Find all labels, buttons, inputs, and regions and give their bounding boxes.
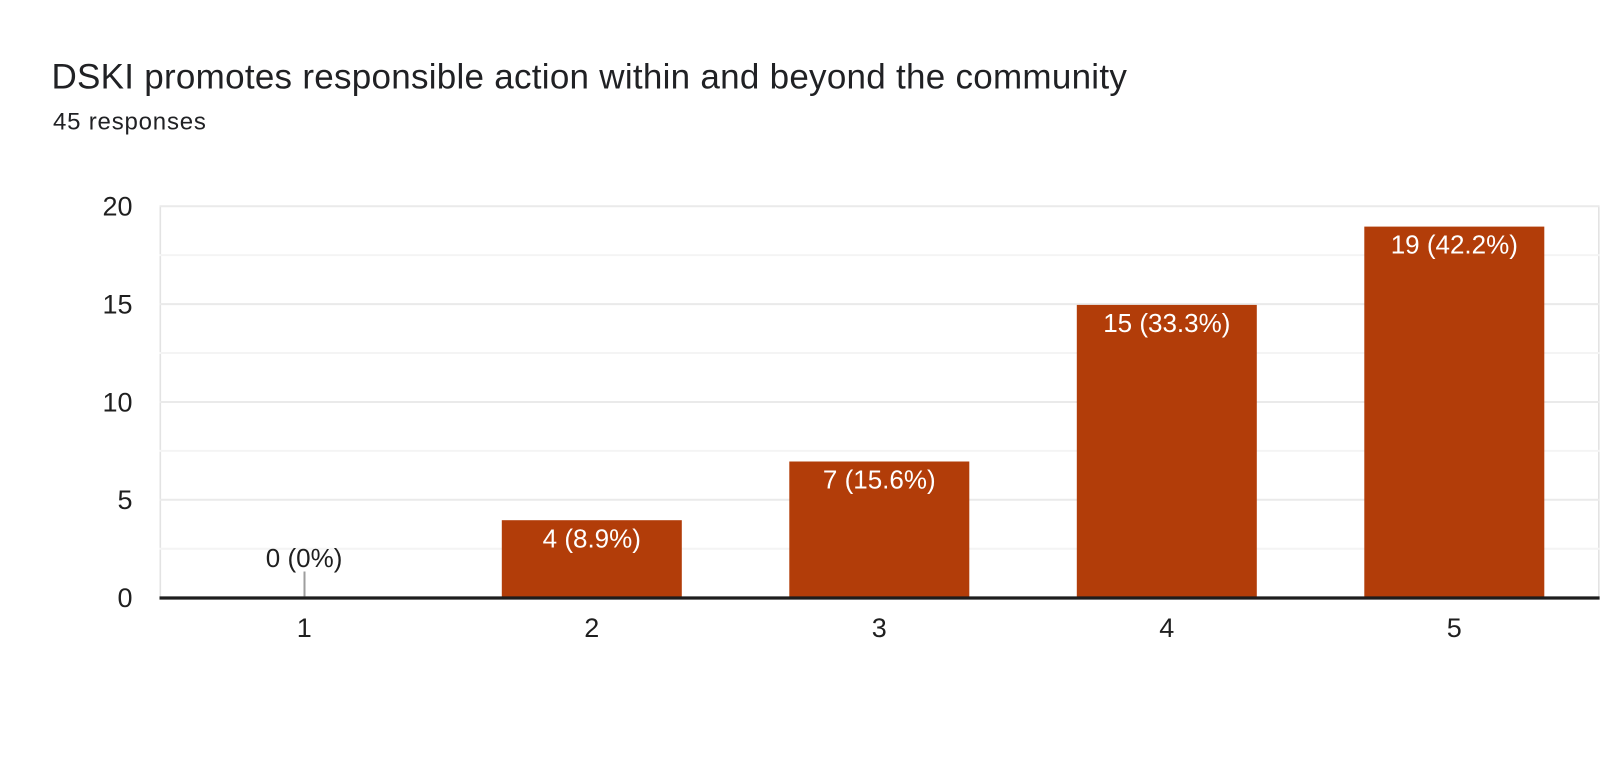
svg-text:4 (8.9%): 4 (8.9%): [543, 523, 641, 553]
svg-text:15 (33.3%): 15 (33.3%): [1103, 308, 1230, 338]
svg-text:5: 5: [117, 485, 132, 515]
svg-text:0 (0%): 0 (0%): [266, 543, 343, 573]
svg-text:5: 5: [1447, 613, 1462, 643]
svg-text:10: 10: [102, 387, 132, 417]
svg-text:1: 1: [297, 613, 312, 643]
svg-text:15: 15: [102, 289, 132, 319]
svg-text:7 (15.6%): 7 (15.6%): [823, 465, 936, 495]
svg-text:19 (42.2%): 19 (42.2%): [1391, 230, 1518, 260]
svg-text:DSKI promotes responsible acti: DSKI promotes responsible action within …: [52, 57, 1128, 96]
svg-text:20: 20: [102, 192, 132, 222]
svg-text:4: 4: [1159, 613, 1174, 643]
svg-text:2: 2: [584, 613, 599, 643]
svg-text:45 responses: 45 responses: [53, 108, 207, 135]
svg-text:0: 0: [117, 583, 132, 613]
svg-text:3: 3: [872, 613, 887, 643]
